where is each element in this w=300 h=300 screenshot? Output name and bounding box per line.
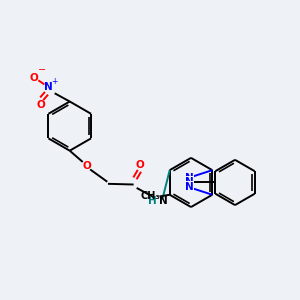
Text: O: O xyxy=(82,161,91,171)
Text: −: − xyxy=(38,65,46,75)
Text: H: H xyxy=(148,196,156,206)
Text: CH₃: CH₃ xyxy=(140,191,160,202)
Text: N: N xyxy=(184,182,193,192)
Text: N: N xyxy=(184,173,193,183)
Text: O: O xyxy=(135,160,144,170)
Text: +: + xyxy=(51,77,58,86)
Text: O: O xyxy=(37,100,45,110)
Text: O: O xyxy=(30,73,39,82)
Text: N: N xyxy=(184,178,193,188)
Text: N: N xyxy=(44,82,53,92)
Text: N: N xyxy=(159,196,168,206)
